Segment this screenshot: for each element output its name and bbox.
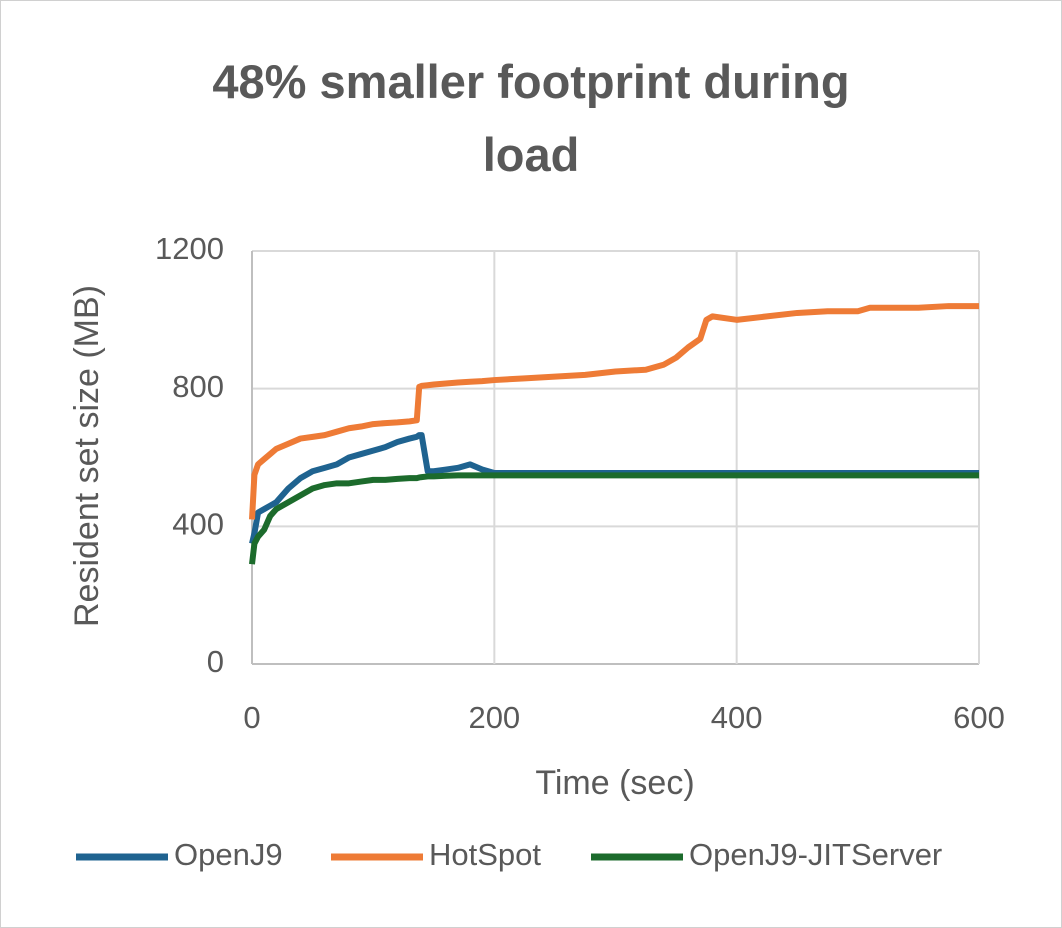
- legend-label: OpenJ9: [174, 837, 283, 872]
- x-tick-label: 600: [953, 700, 1005, 735]
- x-tick-label: 0: [243, 700, 260, 735]
- legend-label: HotSpot: [429, 837, 541, 872]
- x-axis-label: Time (sec): [535, 764, 694, 802]
- y-tick-label: 800: [172, 369, 224, 404]
- y-tick-label: 0: [207, 644, 224, 679]
- y-tick-label: 1200: [155, 231, 224, 266]
- x-tick-label: 200: [468, 700, 520, 735]
- chart-title: 48% smaller footprint during load: [212, 55, 850, 181]
- data-line: [249, 472, 979, 565]
- x-tick-label: 400: [711, 700, 763, 735]
- data-line: [249, 303, 979, 520]
- y-tick-label: 400: [172, 507, 224, 542]
- legend-label: OpenJ9-JITServer: [689, 837, 942, 872]
- y-axis-label: Resident set size (MB): [68, 285, 106, 627]
